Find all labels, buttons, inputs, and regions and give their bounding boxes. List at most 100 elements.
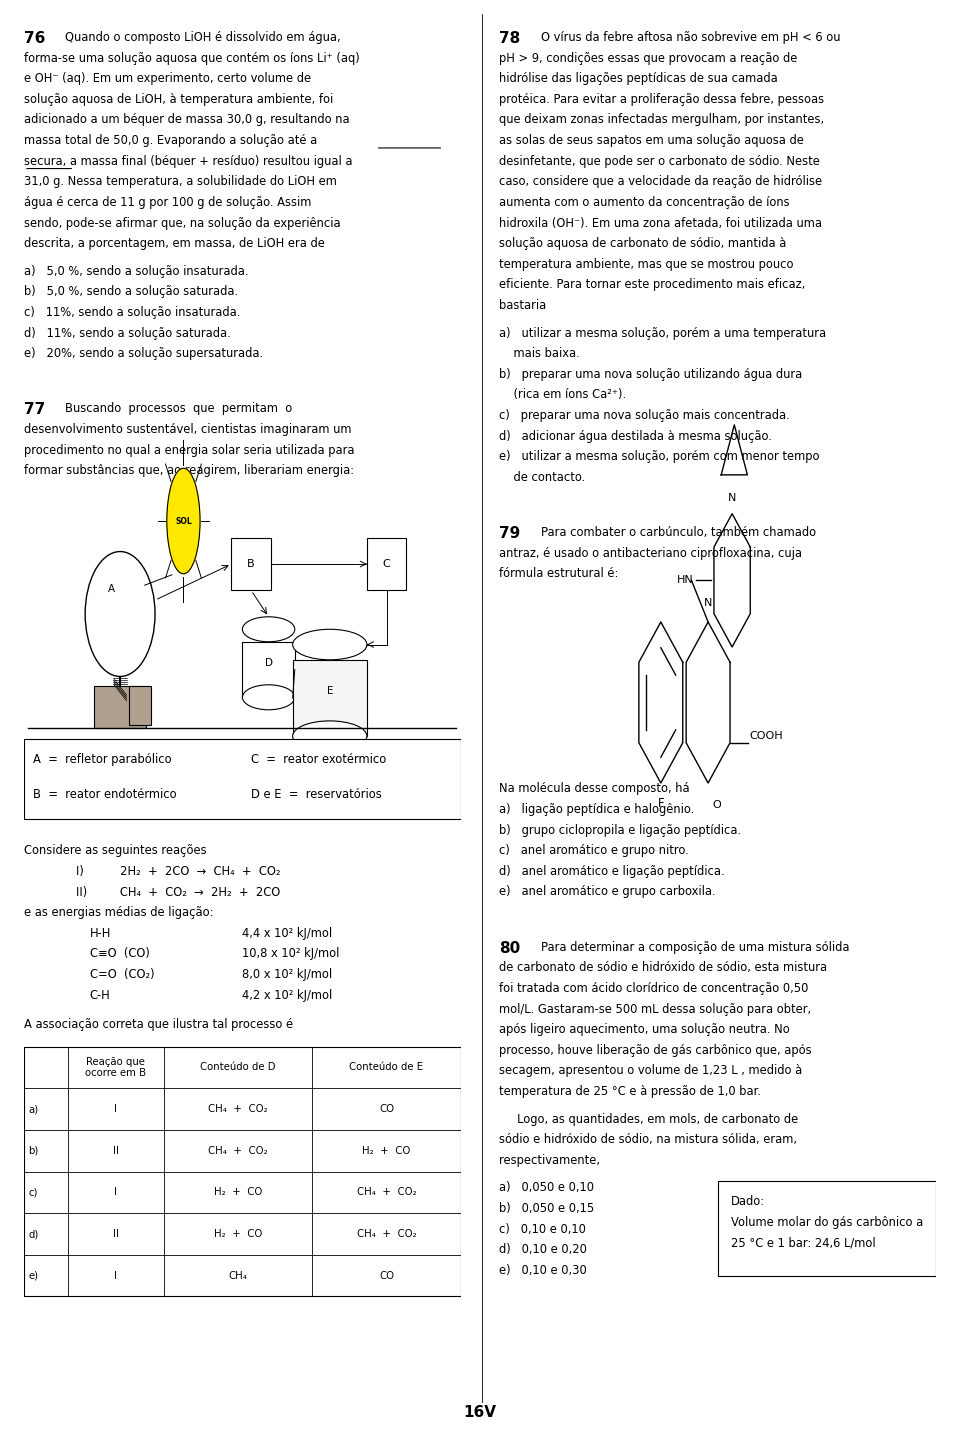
Text: c)   preparar uma nova solução mais concentrada.: c) preparar uma nova solução mais concen…	[499, 409, 790, 422]
Text: b)   grupo ciclopropila e ligação peptídica.: b) grupo ciclopropila e ligação peptídic…	[499, 823, 741, 836]
Text: c)   0,10 e 0,10: c) 0,10 e 0,10	[499, 1223, 586, 1236]
Text: desinfetante, que pode ser o carbonato de sódio. Neste: desinfetante, que pode ser o carbonato d…	[499, 155, 820, 168]
Text: COOH: COOH	[750, 731, 783, 741]
Text: CH₄: CH₄	[228, 1271, 248, 1281]
Text: e)   anel aromático e grupo carboxila.: e) anel aromático e grupo carboxila.	[499, 885, 716, 898]
Text: 4,4 x 10² kJ/mol: 4,4 x 10² kJ/mol	[242, 926, 332, 939]
Text: as solas de seus sapatos em uma solução aquosa de: as solas de seus sapatos em uma solução …	[499, 133, 804, 148]
Text: de contacto.: de contacto.	[499, 470, 586, 483]
Bar	[293, 660, 367, 736]
Text: b)   preparar uma nova solução utilizando água dura: b) preparar uma nova solução utilizando …	[499, 367, 803, 381]
Text: bastaria: bastaria	[499, 298, 546, 313]
Text: que deixam zonas infectadas mergulham, por instantes,: que deixam zonas infectadas mergulham, p…	[499, 113, 825, 126]
Text: caso, considere que a velocidade da reação de hidrólise: caso, considere que a velocidade da reaç…	[499, 175, 823, 188]
Text: Logo, as quantidades, em mols, de carbonato de: Logo, as quantidades, em mols, de carbon…	[499, 1113, 799, 1126]
Text: hidrólise das ligações peptídicas de sua camada: hidrólise das ligações peptídicas de sua…	[499, 72, 778, 85]
Text: B  =  reator endotérmico: B = reator endotérmico	[33, 787, 177, 800]
Text: antraz, é usado o antibacteriano ciprofloxacina, cuja: antraz, é usado o antibacteriano ciprofl…	[499, 546, 803, 559]
Ellipse shape	[85, 552, 156, 677]
Text: a): a)	[29, 1104, 38, 1114]
Text: CO: CO	[379, 1104, 395, 1114]
Text: B: B	[248, 559, 255, 569]
Text: H₂  +  CO: H₂ + CO	[214, 1229, 262, 1239]
Text: D: D	[265, 658, 273, 668]
Text: d)   0,10 e 0,20: d) 0,10 e 0,20	[499, 1243, 588, 1256]
Text: mais baixa.: mais baixa.	[499, 347, 580, 360]
Text: secagem, apresentou o volume de 1,23 L , medido à: secagem, apresentou o volume de 1,23 L ,…	[499, 1064, 803, 1077]
Text: N: N	[728, 493, 736, 502]
Text: Conteúdo de E: Conteúdo de E	[349, 1063, 423, 1073]
Text: solução aquosa de LiOH, à temperatura ambiente, foi: solução aquosa de LiOH, à temperatura am…	[24, 93, 333, 106]
Text: Reação que
ocorre em B: Reação que ocorre em B	[85, 1057, 146, 1078]
Text: e as energias médias de ligação:: e as energias médias de ligação:	[24, 906, 213, 919]
Text: foi tratada com ácido clorídrico de concentração 0,50: foi tratada com ácido clorídrico de conc…	[499, 982, 808, 995]
Text: I: I	[114, 1271, 117, 1281]
Text: A: A	[108, 584, 115, 594]
Text: (rica em íons Ca²⁺).: (rica em íons Ca²⁺).	[499, 389, 626, 402]
Text: processo, houve liberação de gás carbônico que, após: processo, houve liberação de gás carbôni…	[499, 1044, 812, 1057]
Text: c): c)	[29, 1187, 37, 1197]
Text: Volume molar do gás carbônico a: Volume molar do gás carbônico a	[731, 1216, 923, 1229]
Bar	[24, 496, 461, 739]
Text: 16V: 16V	[464, 1405, 496, 1420]
Text: d)   11%, sendo a solução saturada.: d) 11%, sendo a solução saturada.	[24, 327, 230, 340]
Bar	[231, 538, 271, 591]
Text: Para combater o carbúnculo, também chamado: Para combater o carbúnculo, também chama…	[540, 526, 816, 539]
Text: II)         CH₄  +  CO₂  →  2H₂  +  2CO: II) CH₄ + CO₂ → 2H₂ + 2CO	[77, 886, 280, 899]
Text: H-H: H-H	[89, 926, 111, 939]
Text: I: I	[114, 1187, 117, 1197]
Text: H₂  +  CO: H₂ + CO	[214, 1187, 262, 1197]
Text: I)          2H₂  +  2CO  →  CH₄  +  CO₂: I) 2H₂ + 2CO → CH₄ + CO₂	[77, 865, 281, 878]
Text: CH₄  +  CO₂: CH₄ + CO₂	[208, 1146, 268, 1156]
Bar	[94, 687, 146, 728]
Text: N: N	[704, 598, 712, 608]
Text: a)   utilizar a mesma solução, porém a uma temperatura: a) utilizar a mesma solução, porém a uma…	[499, 327, 827, 340]
Text: CH₄  +  CO₂: CH₄ + CO₂	[357, 1187, 417, 1197]
Text: solução aquosa de carbonato de sódio, mantida à: solução aquosa de carbonato de sódio, ma…	[499, 237, 786, 250]
Text: O vírus da febre aftosa não sobrevive em pH < 6 ou: O vírus da febre aftosa não sobrevive em…	[540, 32, 840, 44]
Ellipse shape	[293, 721, 367, 751]
Text: II: II	[112, 1229, 119, 1239]
Text: a)   5,0 %, sendo a solução insaturada.: a) 5,0 %, sendo a solução insaturada.	[24, 265, 249, 278]
Text: formar substâncias que, ao reagirem, liberariam energia:: formar substâncias que, ao reagirem, lib…	[24, 465, 354, 478]
Text: Buscando  processos  que  permitam  o: Buscando processos que permitam o	[65, 403, 293, 416]
Text: A  =  refletor parabólico: A = refletor parabólico	[33, 753, 172, 766]
Text: temperatura de 25 °C e à pressão de 1,0 bar.: temperatura de 25 °C e à pressão de 1,0 …	[499, 1086, 761, 1098]
Text: pH > 9, condições essas que provocam a reação de: pH > 9, condições essas que provocam a r…	[499, 52, 798, 65]
Text: C=O  (CO₂): C=O (CO₂)	[89, 968, 155, 981]
Text: A associação correta que ilustra tal processo é: A associação correta que ilustra tal pro…	[24, 1018, 293, 1031]
Text: Para determinar a composição de uma mistura sólida: Para determinar a composição de uma mist…	[540, 941, 850, 954]
Text: I: I	[114, 1104, 117, 1114]
Text: II: II	[112, 1146, 119, 1156]
Bar	[367, 538, 406, 591]
Text: HN: HN	[677, 575, 694, 585]
Text: C-H: C-H	[89, 988, 110, 1002]
Text: E: E	[326, 685, 333, 695]
Text: de carbonato de sódio e hidróxido de sódio, esta mistura: de carbonato de sódio e hidróxido de sód…	[499, 961, 828, 974]
Text: 10,8 x 10² kJ/mol: 10,8 x 10² kJ/mol	[242, 948, 340, 961]
Text: e)   0,10 e 0,30: e) 0,10 e 0,30	[499, 1263, 587, 1276]
Text: SOL: SOL	[175, 516, 192, 525]
Text: 77: 77	[24, 403, 45, 417]
Text: 8,0 x 10² kJ/mol: 8,0 x 10² kJ/mol	[242, 968, 332, 981]
Text: D e E  =  reservatórios: D e E = reservatórios	[252, 787, 382, 800]
Text: a)   ligação peptídica e halogênio.: a) ligação peptídica e halogênio.	[499, 803, 694, 816]
Text: aumenta com o aumento da concentração de íons: aumenta com o aumento da concentração de…	[499, 196, 790, 209]
Text: 4,2 x 10² kJ/mol: 4,2 x 10² kJ/mol	[242, 988, 333, 1002]
Text: d)   adicionar água destilada à mesma solução.: d) adicionar água destilada à mesma solu…	[499, 430, 772, 443]
Text: F: F	[658, 797, 664, 810]
Text: e)   20%, sendo a solução supersaturada.: e) 20%, sendo a solução supersaturada.	[24, 347, 263, 360]
Text: C≡O  (CO): C≡O (CO)	[89, 948, 150, 961]
Text: d): d)	[29, 1229, 38, 1239]
Text: 25 °C e 1 bar: 24,6 L/mol: 25 °C e 1 bar: 24,6 L/mol	[731, 1236, 876, 1249]
Bar	[129, 687, 151, 726]
Text: Quando o composto LiOH é dissolvido em água,: Quando o composto LiOH é dissolvido em á…	[65, 32, 341, 44]
Text: Considere as seguintes reações: Considere as seguintes reações	[24, 845, 206, 858]
Ellipse shape	[243, 617, 295, 642]
Text: Dado:: Dado:	[731, 1195, 765, 1209]
Text: 31,0 g. Nessa temperatura, a solubilidade do LiOH em: 31,0 g. Nessa temperatura, a solubilidad…	[24, 175, 337, 188]
Text: e): e)	[29, 1271, 38, 1281]
Text: 80: 80	[499, 941, 520, 955]
Text: d)   anel aromático e ligação peptídica.: d) anel aromático e ligação peptídica.	[499, 865, 725, 878]
Bar	[718, 1182, 936, 1276]
